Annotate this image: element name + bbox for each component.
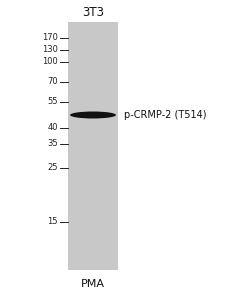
Ellipse shape <box>70 112 116 118</box>
Text: 35: 35 <box>47 140 58 148</box>
Text: 25: 25 <box>48 164 58 172</box>
Text: p-CRMP-2 (T514): p-CRMP-2 (T514) <box>124 110 207 120</box>
Text: 70: 70 <box>47 77 58 86</box>
Text: 170: 170 <box>42 34 58 43</box>
Text: 130: 130 <box>42 46 58 55</box>
Text: 55: 55 <box>48 98 58 106</box>
Text: 15: 15 <box>48 218 58 226</box>
Text: 100: 100 <box>42 58 58 67</box>
Text: PMA: PMA <box>81 279 105 289</box>
Bar <box>68 22 118 270</box>
Text: 3T3: 3T3 <box>82 5 104 19</box>
Text: 40: 40 <box>48 124 58 133</box>
